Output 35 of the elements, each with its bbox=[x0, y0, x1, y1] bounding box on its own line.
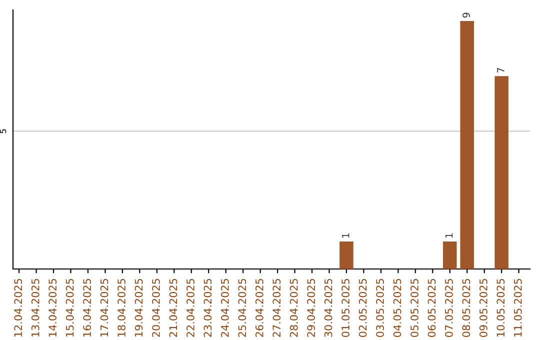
x-tick-label: 17.04.2025 bbox=[100, 278, 108, 337]
x-tick-label: 25.04.2025 bbox=[238, 278, 246, 337]
x-tick-label: 29.04.2025 bbox=[307, 278, 316, 337]
x-tick-label: 16.04.2025 bbox=[83, 278, 91, 337]
x-tick-label: 26.04.2025 bbox=[255, 278, 264, 337]
data-label: 1 bbox=[342, 233, 350, 238]
x-tick-label: 13.04.2025 bbox=[31, 278, 40, 337]
x-tick-label: 18.04.2025 bbox=[118, 278, 126, 337]
x-tick-label: 10.05.2025 bbox=[496, 278, 505, 337]
x-tick-label: 08.05.2025 bbox=[462, 278, 470, 337]
x-tick-label: 19.04.2025 bbox=[134, 278, 143, 337]
x-tick-label: 15.04.2025 bbox=[66, 278, 74, 337]
x-tick-label: 01.05.2025 bbox=[342, 278, 350, 337]
x-tick-label: 23.04.2025 bbox=[204, 278, 212, 337]
x-tick-label: 06.05.2025 bbox=[428, 278, 436, 337]
x-tick-label: 03.05.2025 bbox=[376, 278, 384, 337]
data-label: 1 bbox=[445, 233, 453, 238]
x-tick-label: 27.04.2025 bbox=[272, 278, 281, 337]
x-tick-label: 07.05.2025 bbox=[445, 278, 453, 337]
x-tick-label: 22.04.2025 bbox=[186, 278, 194, 337]
x-tick-label: 20.04.2025 bbox=[152, 278, 160, 337]
x-tick-label: 11.05.2025 bbox=[514, 278, 522, 337]
x-tick-label: 28.04.2025 bbox=[290, 278, 298, 337]
x-tick-label: 05.05.2025 bbox=[410, 278, 418, 337]
x-tick-label: 24.04.2025 bbox=[220, 278, 229, 337]
x-tick-label: 02.05.2025 bbox=[358, 278, 367, 337]
ref-line-label: 5 bbox=[0, 129, 6, 134]
x-tick-label: 12.04.2025 bbox=[14, 278, 22, 337]
data-label: 7 bbox=[497, 68, 504, 73]
x-tick-label: 21.04.2025 bbox=[169, 278, 178, 337]
x-tick-label: 30.04.2025 bbox=[324, 278, 332, 337]
x-tick-label: 14.04.2025 bbox=[48, 278, 57, 337]
x-tick-label: 09.05.2025 bbox=[479, 278, 488, 337]
data-label: 9 bbox=[462, 12, 470, 18]
x-tick-label: 04.05.2025 bbox=[393, 278, 402, 337]
